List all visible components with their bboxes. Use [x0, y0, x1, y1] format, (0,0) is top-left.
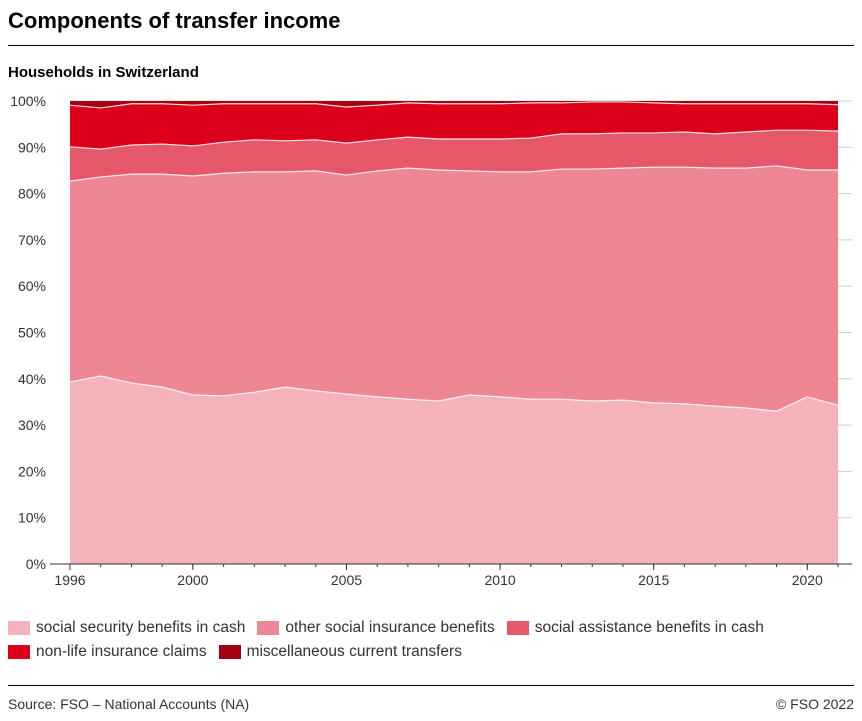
x-tick-label: 2000: [177, 572, 208, 588]
y-tick-label: 20%: [18, 463, 46, 479]
legend-item: social security benefits in cash: [8, 619, 245, 637]
y-tick-label: 40%: [18, 371, 46, 387]
x-tick-label: 2005: [331, 572, 362, 588]
x-tick-label: 1996: [54, 572, 85, 588]
source-note: Source: FSO – National Accounts (NA): [8, 696, 250, 712]
series-boundary: [69, 129, 839, 150]
y-tick-label: 10%: [18, 510, 46, 526]
stacked-area-chart: 0% 10% 20% 30% 40% 50% 60% 70% 80% 90% 100% 1996 200…: [10, 93, 852, 588]
series-boundary: [69, 165, 838, 182]
series-boundary: [69, 101, 839, 109]
legend-label: other social insurance benefits: [285, 619, 495, 636]
footer-divider: [8, 685, 854, 686]
y-tick-label: 70%: [18, 232, 46, 248]
y-tick-label: 80%: [18, 186, 46, 202]
legend-label: non-life insurance claims: [36, 643, 207, 660]
area-social-assistance-benefits-in-cash: [70, 130, 838, 182]
copyright: © FSO 2022: [775, 696, 854, 712]
legend: social security benefits in cash other so…: [8, 619, 858, 667]
legend-label: miscellaneous current transfers: [246, 643, 462, 660]
y-tick-label: 100%: [10, 93, 46, 109]
legend-swatch: [8, 621, 30, 635]
x-tick-label: 2015: [638, 572, 669, 588]
chart-subtitle: Households in Switzerland: [8, 64, 199, 81]
series-boundary: [69, 375, 839, 412]
legend-item: other social insurance benefits: [257, 619, 495, 637]
y-tick-label: 60%: [18, 278, 46, 294]
area-social-security-benefits-in-cash: [70, 376, 838, 564]
y-tick-label: 30%: [18, 417, 46, 433]
title-divider: [8, 45, 854, 46]
y-tick-label: 90%: [18, 139, 46, 155]
x-tick-label: 2010: [485, 572, 516, 588]
legend-item: non-life insurance claims: [8, 643, 207, 661]
legend-item: miscellaneous current transfers: [218, 643, 462, 661]
legend-label: social assistance benefits in cash: [534, 619, 764, 636]
legend-swatch: [8, 645, 30, 659]
y-tick-label: 0%: [26, 556, 46, 572]
x-tick-label: 2020: [792, 572, 823, 588]
area-other-social-insurance-benefits: [70, 165, 838, 412]
legend-swatch: [218, 645, 241, 659]
legend-label: social security benefits in cash: [36, 619, 246, 636]
chart-title: Components of transfer income: [8, 8, 341, 33]
legend-item: social assistance benefits in cash: [506, 619, 764, 637]
area-non-life-insurance-claims: [70, 101, 838, 150]
y-tick-label: 50%: [18, 325, 46, 341]
area-miscellaneous-current-transfers: [70, 101, 838, 108]
legend-swatch: [506, 621, 529, 635]
legend-swatch: [257, 621, 280, 635]
